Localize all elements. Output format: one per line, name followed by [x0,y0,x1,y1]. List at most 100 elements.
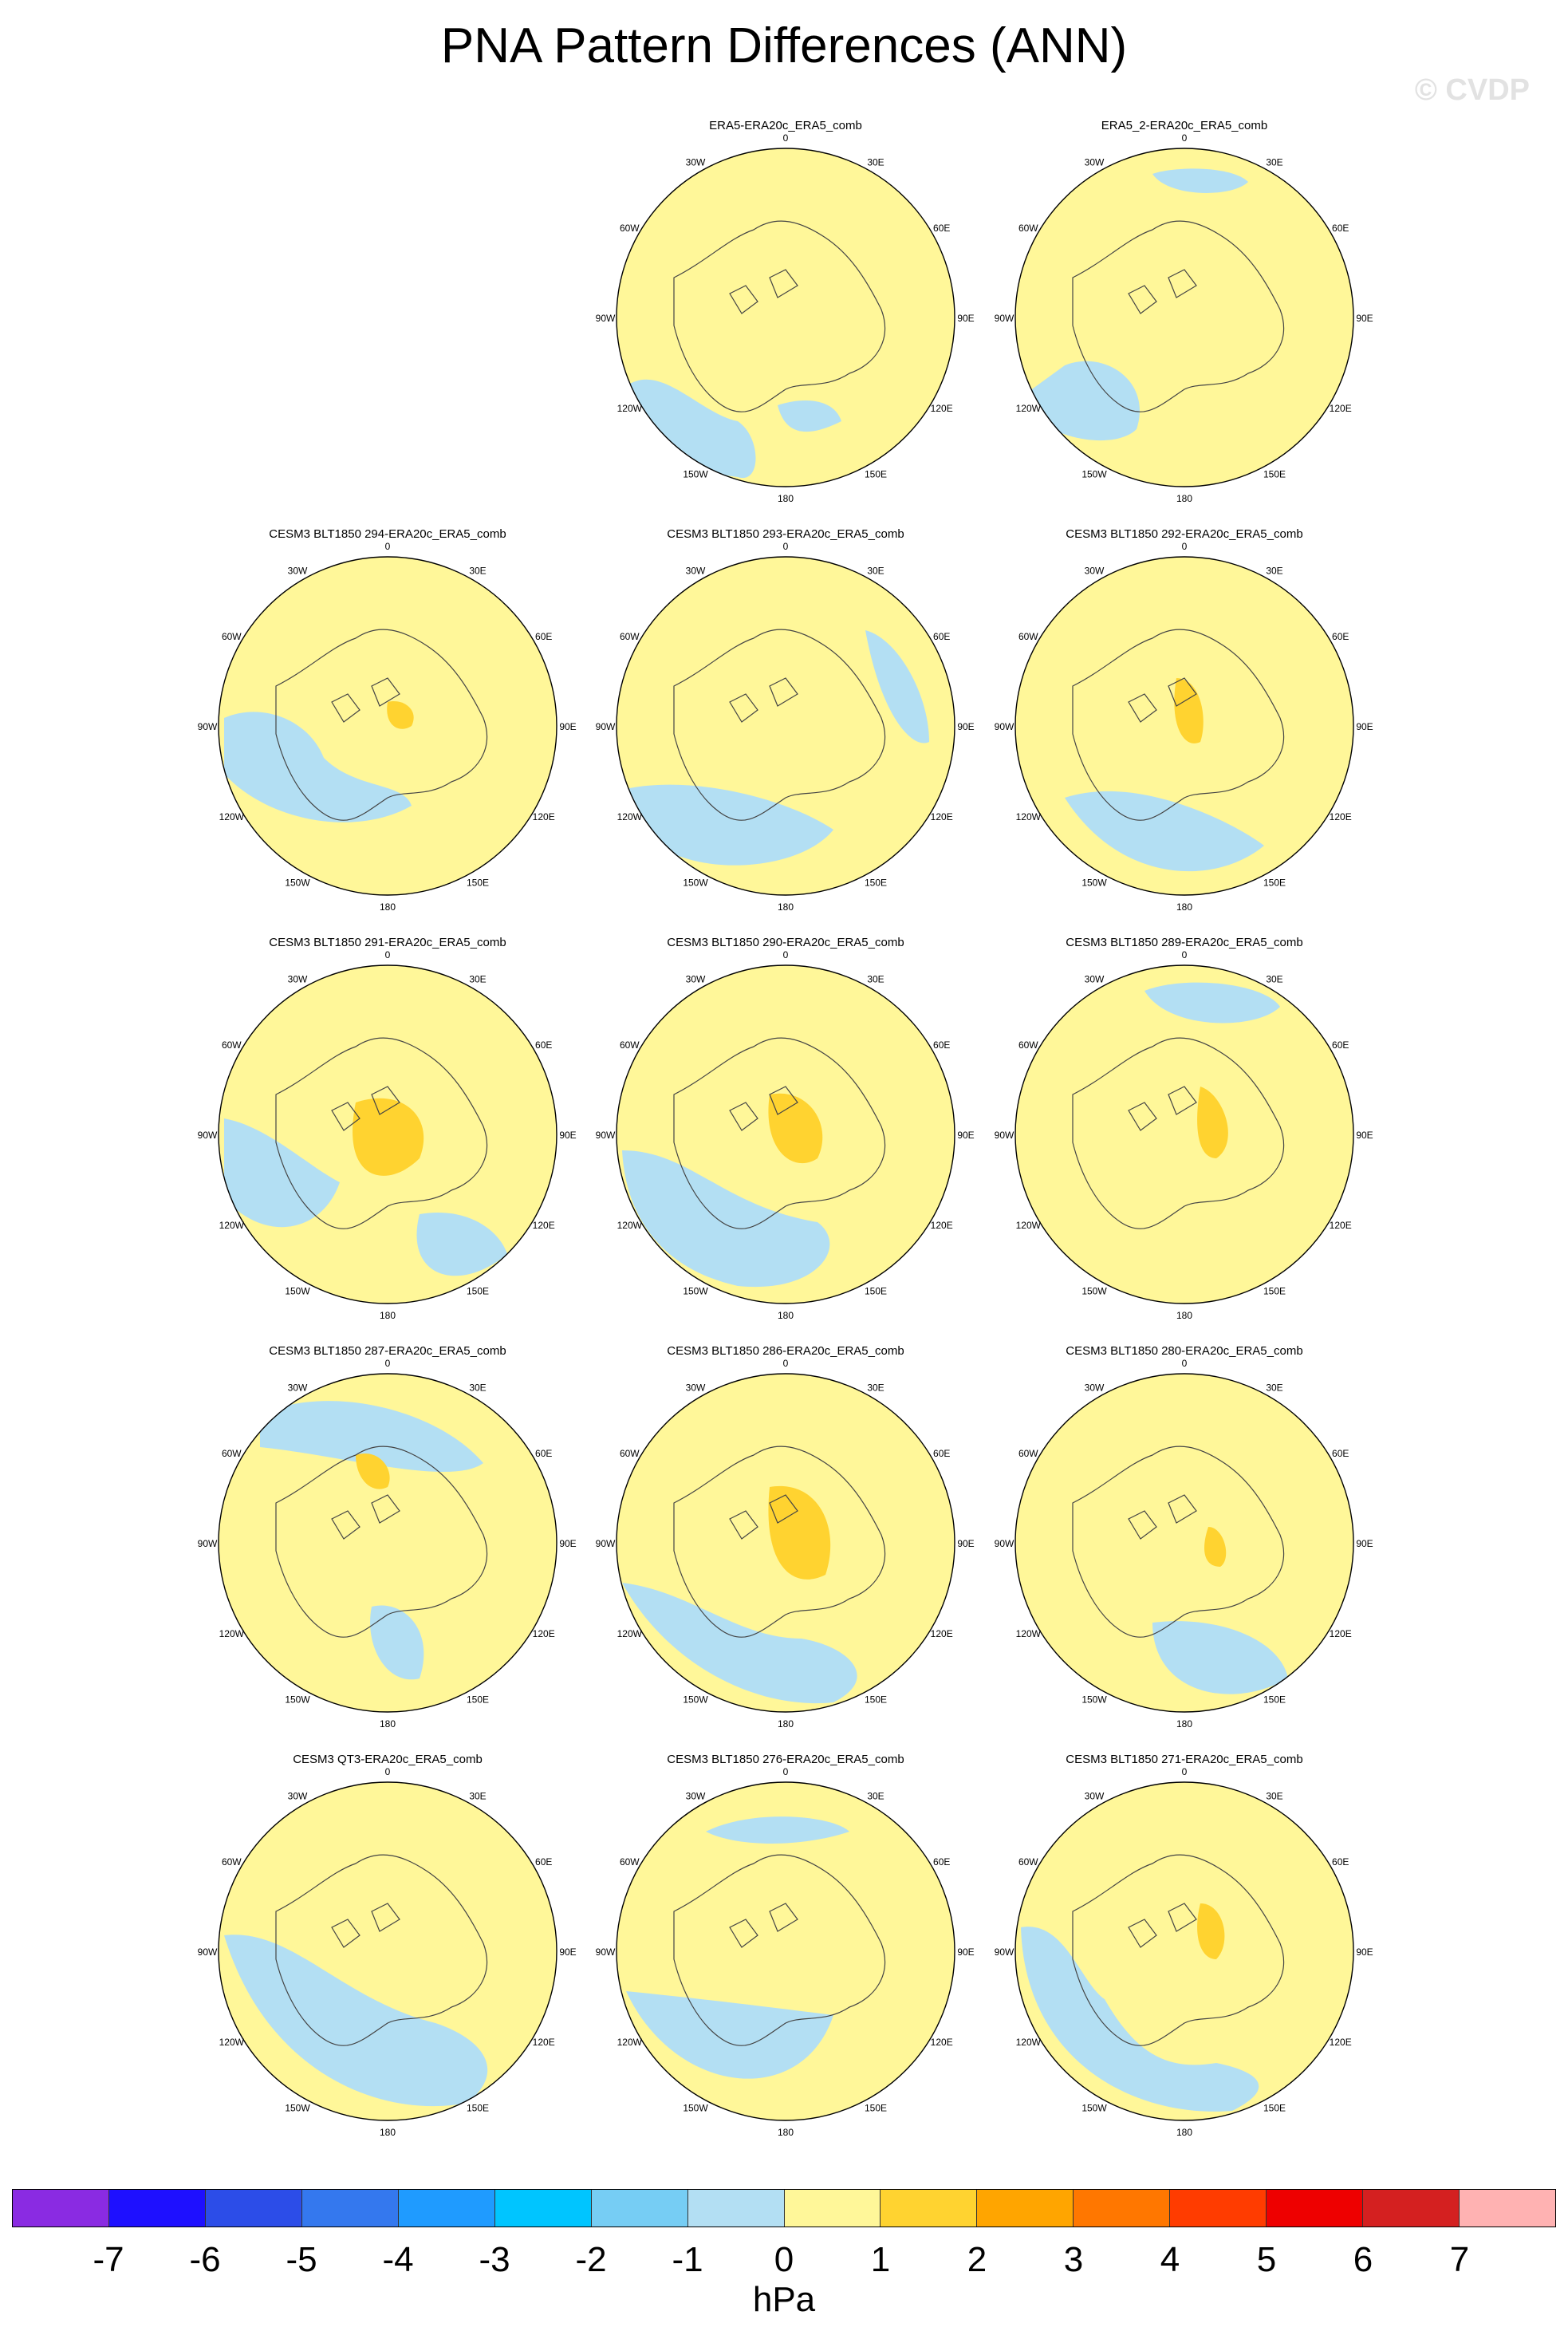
longitude-label: 120W [617,1628,643,1639]
map-border [616,1373,955,1713]
panel-title: ERA5-ERA20c_ERA5_comb [709,119,862,132]
longitude-label: 60W [620,223,640,234]
coastlines [1072,1446,1285,1638]
longitude-label: 150W [683,878,708,889]
longitude-label: 60E [1332,631,1349,642]
negative-anomaly-region [416,1213,507,1276]
longitude-label: 60E [933,631,950,642]
figure-title: PNA Pattern Differences (ANN) [440,18,1128,73]
longitude-label: 60E [1332,1039,1349,1051]
map-panel-290: CESM3 BLT1850 290-ERA20c_ERA5_comb 180 15… [586,935,985,1334]
longitude-label: 30E [867,565,884,576]
longitude-label: 120W [1016,1220,1042,1231]
coastlines [275,629,488,821]
longitude-label: 60E [535,1448,552,1459]
longitude-label: 90W [198,1130,218,1141]
longitude-label: 120E [931,1220,953,1231]
negative-anomaly-region [224,1935,488,2107]
longitude-label: 90E [1356,1946,1373,1958]
strong-positive-anomaly-region [1204,1527,1227,1567]
longitude-label: 0 [1182,1766,1188,1777]
map-panel-292: CESM3 BLT1850 292-ERA20c_ERA5_comb 180 15… [985,527,1384,925]
colorbar-tick-label: 4 [1160,2240,1180,2279]
longitude-label: 60W [1018,1039,1038,1051]
longitude-label: 150W [285,1694,310,1706]
negative-anomaly-region [224,1118,340,1228]
negative-anomaly-region [865,630,929,743]
longitude-label: 60E [933,223,950,234]
longitude-label: 120E [1330,2037,1352,2048]
longitude-label: 150E [865,878,887,889]
longitude-label: 30W [288,973,308,984]
strong-positive-anomaly-region [1197,1087,1228,1158]
longitude-label: 0 [783,949,789,960]
colorbar-tick-label: 0 [774,2240,794,2279]
strong-positive-anomaly-region [1197,1903,1225,1959]
longitude-label: 90E [957,1538,974,1549]
strong-positive-anomaly-region [768,1485,831,1580]
map-border [218,964,557,1304]
longitude-label: 150W [683,469,708,480]
longitude-label: 120W [617,1220,643,1231]
longitude-label: 30W [1085,973,1105,984]
longitude-label: 0 [385,1358,391,1369]
positive-anomaly-fill [1015,965,1353,1304]
longitude-label: 60E [535,1039,552,1051]
longitude-label: 30W [1085,565,1105,576]
coastlines [1072,629,1285,821]
longitude-label: 150W [1081,469,1107,480]
longitude-label: 90E [1356,1130,1373,1141]
map-panel-era5: ERA5-ERA20c_ERA5_comb 180 150E 120E 90E 60E 3… [586,118,985,517]
longitude-label: 150E [467,2103,489,2114]
colorbar-box [205,2190,302,2227]
longitude-label: 60W [1018,1448,1038,1459]
colorbar-units: hPa [752,2280,816,2319]
longitude-label: 30W [288,1790,308,1801]
longitude-label: 120E [931,2037,953,2048]
coastlines [1072,1037,1285,1229]
colorbar-box [591,2190,688,2227]
map-border [1014,964,1354,1304]
longitude-label: 180 [778,2127,794,2138]
longitude-label: 150W [683,1286,708,1297]
colorbar-box [1267,2190,1364,2227]
longitude-label: 150E [865,469,887,480]
longitude-label: 90W [596,1130,616,1141]
polar-map: 180 150E 120E 90E 60E 30E 0 30W 60W 90W 120W 150W [596,541,975,913]
longitude-label: 180 [1176,2127,1192,2138]
negative-anomaly-region [1065,791,1264,872]
longitude-label: 150W [1081,878,1107,889]
longitude-label: 90W [995,1946,1014,1958]
negative-anomaly-region [706,1816,849,1844]
polar-map: 180 150E 120E 90E 60E 30E 0 30W 60W 90W 120W 150W [995,949,1373,1321]
colorbar-box [398,2190,495,2227]
colorbar-tick-label: 2 [967,2240,987,2279]
coastlines [673,1854,886,2046]
longitude-label: 30W [686,973,706,984]
longitude-label: 60W [222,631,242,642]
longitude-label: 90W [198,1946,218,1958]
longitude-label: 90W [596,1538,616,1549]
longitude-label: 150E [467,1694,489,1706]
panel-title: CESM3 BLT1850 294-ERA20c_ERA5_comb [269,527,506,541]
colorbar-box [494,2190,592,2227]
longitude-label: 150E [865,2103,887,2114]
negative-anomaly-region [260,1401,483,1472]
panel-title: CESM3 BLT1850 287-ERA20c_ERA5_comb [269,1344,506,1358]
longitude-label: 30W [1085,1382,1105,1393]
longitude-label: 0 [1182,949,1188,960]
map-border [616,556,955,896]
map-panel-era5-2: ERA5_2-ERA20c_ERA5_comb 180 150E 120E 90E 60… [985,118,1384,517]
longitude-label: 150E [1263,1286,1286,1297]
longitude-label: 180 [778,493,794,504]
panel-title: CESM3 BLT1850 291-ERA20c_ERA5_comb [269,936,506,949]
longitude-label: 120E [533,1220,555,1231]
longitude-label: 0 [385,541,391,552]
coastlines [1072,220,1285,412]
longitude-label: 180 [778,901,794,913]
negative-anomaly-region [626,1991,833,2079]
map-border [1014,1781,1354,2121]
colorbar-tick-label: 3 [1063,2240,1084,2279]
longitude-label: 150E [1263,1694,1286,1706]
longitude-label: 30E [469,1382,486,1393]
